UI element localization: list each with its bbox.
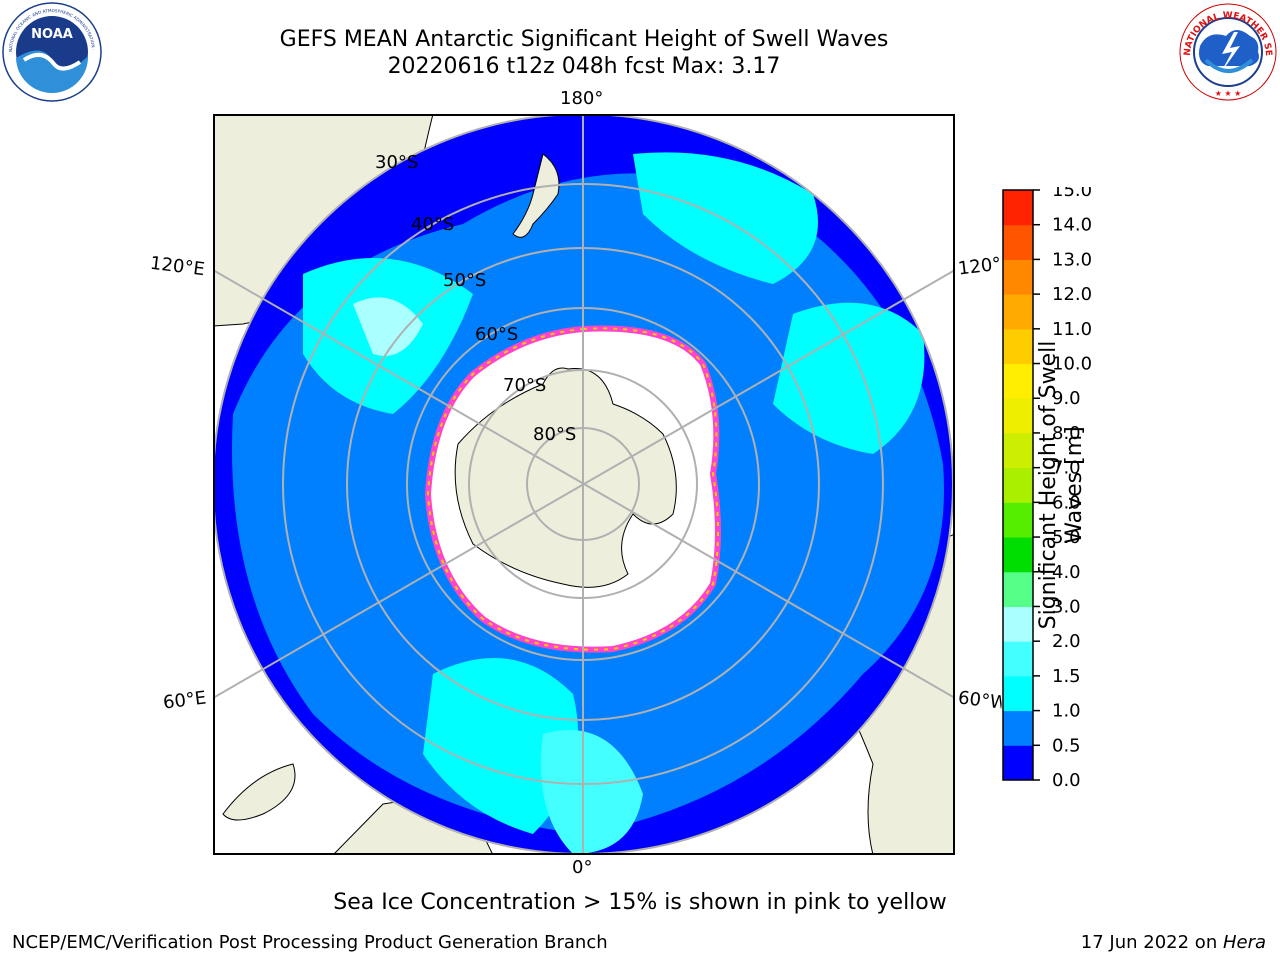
colorbar-label-line2: Waves [m] [1062,426,1087,544]
new-zealand-land [512,153,560,238]
national-weather-service-logo-icon: NATIONAL WEATHER SERVICE ★ ★ ★ [1178,2,1277,101]
chart-title-line2: 20220616 t12z 048h fcst Max: 3.17 [387,54,781,79]
swell-peak [353,297,423,356]
colorbar-tick-label: 0.0 [1052,770,1081,787]
colorbar-block [1003,190,1033,226]
colorbar-block [1003,398,1033,434]
colorbar-block [1003,606,1033,642]
colorbar-block [1003,537,1033,573]
colorbar-block [1003,675,1033,712]
colorbar-block [1003,710,1033,746]
colorbar-tick-label: 3.0 [1052,596,1081,617]
colorbar-tick-label: 15.0 [1052,187,1092,201]
colorbar-tick-label: 11.0 [1052,319,1092,340]
colorbar-block [1003,641,1033,677]
colorbar-tick-label: 1.0 [1052,701,1081,722]
noaa-logo-icon: NOAA NATIONAL OCEANIC AND ATMOSPHERIC AD… [2,2,102,102]
sea-ice-note: Sea Ice Concentration > 15% is shown in … [333,890,947,915]
colorbar-label: Significant Height of Swell Waves [m] [1036,335,1088,635]
swell-patch-cyan-4 [423,658,578,834]
colorbar-tick-label: 4.0 [1052,562,1081,583]
lat-label-30s: 30°S [375,152,418,173]
lat-label-50s: 50°S [443,270,486,291]
lat-label-70s: 70°S [503,375,546,396]
colorbar-tick-label: 9.0 [1052,388,1081,409]
colorbar-block [1003,259,1033,295]
lon-label-60w: 60°W [956,687,1004,714]
colorbar-tick-label: 12.0 [1052,284,1092,305]
colorbar-tick-label: 7.0 [1052,458,1081,479]
colorbar-block [1003,294,1033,330]
lon-label-120e: 120°E [148,252,206,281]
lon-label-120w: 120°W [956,253,1004,280]
svg-text:★ ★ ★: ★ ★ ★ [1215,89,1242,98]
lon-label-0: 0° [572,857,593,878]
colorbar-block [1003,502,1033,538]
lon-label-60e: 60°E [161,687,208,714]
map-frame [213,114,955,855]
colorbar-tick-label: 5.0 [1052,527,1081,548]
footer-host: Hera [1222,932,1266,953]
antarctic-swell-map: 30°S 40°S 50°S 60°S 70°S 80°S [213,114,955,855]
colorbar-block [1003,432,1033,469]
colorbar-block [1003,328,1033,365]
colorbar-tick-label: 6.0 [1052,492,1081,513]
colorbar-block [1003,467,1033,503]
colorbar-tick-label: 0.5 [1052,735,1081,756]
colorbar-tick-label: 8.0 [1052,423,1081,444]
colorbar-block [1003,745,1033,781]
colorbar-tick-label: 14.0 [1052,215,1092,236]
colorbar: 0.0 0.5 1.0 1.5 2.0 3.0 4.0 5.0 6.0 7.0 8.0 9.0 10.0… [1002,187,1092,787]
colorbar-tick-label: 13.0 [1052,249,1092,270]
colorbar-tick-label: 1.5 [1052,666,1081,687]
lon-label-180: 180° [560,88,604,109]
colorbar-block [1003,571,1033,607]
madagascar-land [222,763,296,821]
footer-date-text: 17 Jun 2022 on [1080,932,1223,953]
colorbar-block [1003,363,1033,399]
colorbar-block [1003,224,1033,260]
colorbar-tick-label: 10.0 [1052,354,1092,375]
noaa-logo-text: NOAA [31,27,73,42]
lat-label-40s: 40°S [411,214,454,235]
colorbar-tick-label: 2.0 [1052,631,1081,652]
swell-patch-cyan-3 [773,302,925,454]
lat-label-80s: 80°S [533,424,576,445]
footer-producer: NCEP/EMC/Verification Post Processing Pr… [12,932,608,953]
lat-label-60s: 60°S [475,324,518,345]
footer-date: 17 Jun 2022 on Hera [1081,932,1266,953]
swell-patch-cyan-5 [541,730,643,854]
chart-title-line1: GEFS MEAN Antarctic Significant Height o… [279,27,889,52]
colorbar-label-line1: Significant Height of Swell [1036,340,1061,630]
